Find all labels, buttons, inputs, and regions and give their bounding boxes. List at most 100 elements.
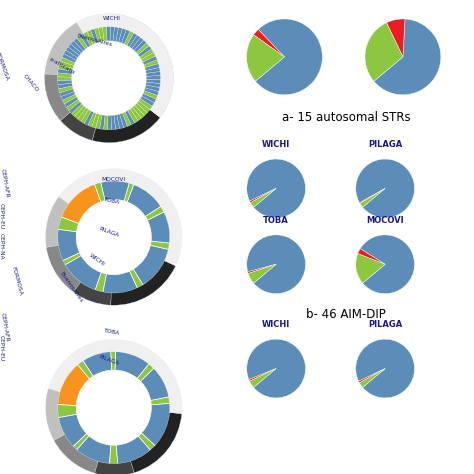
Wedge shape <box>45 76 72 82</box>
Circle shape <box>85 379 142 436</box>
Wedge shape <box>55 255 101 301</box>
Wedge shape <box>125 110 141 137</box>
Text: a- 15 autosomal STRs: a- 15 autosomal STRs <box>282 111 410 124</box>
Wedge shape <box>146 82 173 90</box>
Wedge shape <box>144 55 171 68</box>
Wedge shape <box>106 14 111 41</box>
Wedge shape <box>145 200 175 220</box>
Wedge shape <box>254 29 284 57</box>
Circle shape <box>82 51 136 105</box>
Wedge shape <box>46 246 81 292</box>
Wedge shape <box>136 34 159 55</box>
Wedge shape <box>386 19 405 57</box>
Wedge shape <box>59 102 82 123</box>
Wedge shape <box>62 104 84 126</box>
Wedge shape <box>95 461 134 474</box>
Text: PILAGA: PILAGA <box>368 140 402 149</box>
Wedge shape <box>359 369 385 387</box>
Wedge shape <box>360 235 414 293</box>
Wedge shape <box>91 273 107 304</box>
Text: WICHI: WICHI <box>89 253 106 267</box>
Wedge shape <box>146 65 173 73</box>
Wedge shape <box>138 433 164 459</box>
Wedge shape <box>360 188 385 207</box>
Wedge shape <box>66 106 86 129</box>
Wedge shape <box>56 100 80 119</box>
Wedge shape <box>358 249 385 264</box>
Wedge shape <box>74 109 91 135</box>
Wedge shape <box>116 15 126 42</box>
Wedge shape <box>91 171 105 202</box>
Wedge shape <box>48 52 75 66</box>
Wedge shape <box>146 79 173 85</box>
Wedge shape <box>46 389 64 440</box>
Wedge shape <box>50 173 101 224</box>
Wedge shape <box>356 159 414 218</box>
Text: TOBA: TOBA <box>103 197 120 204</box>
Wedge shape <box>374 19 441 95</box>
Text: CEPH-EU: CEPH-EU <box>0 202 3 229</box>
Wedge shape <box>121 18 135 44</box>
Circle shape <box>85 209 142 265</box>
Wedge shape <box>138 37 162 57</box>
Wedge shape <box>58 35 81 55</box>
Wedge shape <box>97 115 105 142</box>
Wedge shape <box>119 113 132 140</box>
Wedge shape <box>127 21 144 47</box>
Wedge shape <box>142 93 168 109</box>
Text: CEPH-EU: CEPH-EU <box>0 335 3 362</box>
Wedge shape <box>356 339 414 398</box>
Wedge shape <box>127 173 171 217</box>
Wedge shape <box>110 339 116 370</box>
Wedge shape <box>140 42 165 60</box>
Wedge shape <box>69 436 111 474</box>
Text: PILAGA: PILAGA <box>98 354 120 366</box>
Wedge shape <box>248 264 276 283</box>
Wedge shape <box>52 43 78 60</box>
Wedge shape <box>359 369 385 383</box>
Wedge shape <box>356 254 385 283</box>
Wedge shape <box>246 35 284 81</box>
Wedge shape <box>91 169 182 266</box>
Wedge shape <box>365 23 403 81</box>
Wedge shape <box>83 112 97 139</box>
Wedge shape <box>114 115 122 142</box>
Text: FORMOSA: FORMOSA <box>10 265 23 296</box>
Wedge shape <box>140 360 181 401</box>
Wedge shape <box>68 25 88 49</box>
Wedge shape <box>117 436 158 474</box>
Wedge shape <box>102 115 108 143</box>
Wedge shape <box>45 74 70 121</box>
Wedge shape <box>45 80 72 87</box>
Wedge shape <box>45 72 72 77</box>
Wedge shape <box>129 269 149 299</box>
Text: CEPH-NA: CEPH-NA <box>0 233 3 260</box>
Wedge shape <box>47 89 74 101</box>
Wedge shape <box>50 47 76 63</box>
Wedge shape <box>51 94 77 110</box>
Wedge shape <box>137 101 160 121</box>
Text: e-africans: e-africans <box>48 57 75 76</box>
Wedge shape <box>73 22 91 47</box>
Wedge shape <box>130 107 150 131</box>
Wedge shape <box>115 339 156 378</box>
Wedge shape <box>247 339 305 398</box>
Wedge shape <box>118 16 130 43</box>
Wedge shape <box>64 434 89 459</box>
Wedge shape <box>249 369 276 381</box>
Wedge shape <box>49 91 75 106</box>
Wedge shape <box>146 70 173 76</box>
Wedge shape <box>92 109 160 143</box>
Wedge shape <box>129 24 148 48</box>
Wedge shape <box>86 17 99 43</box>
Text: CHACO: CHACO <box>22 73 39 93</box>
Wedge shape <box>64 28 85 51</box>
Wedge shape <box>100 14 107 41</box>
Text: MOCOVI: MOCOVI <box>102 177 126 182</box>
Text: WICHI: WICHI <box>262 140 290 149</box>
Wedge shape <box>137 355 163 381</box>
Wedge shape <box>45 83 73 91</box>
Wedge shape <box>117 114 128 141</box>
Wedge shape <box>81 18 96 45</box>
Wedge shape <box>46 228 80 266</box>
